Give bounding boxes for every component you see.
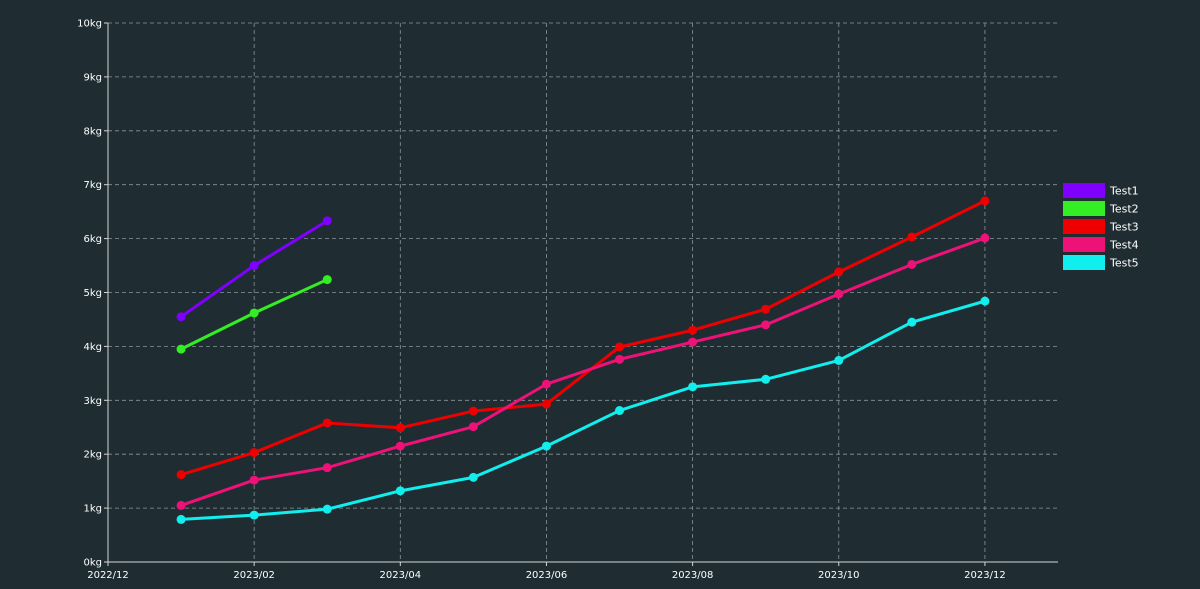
- legend-item[interactable]: Test5: [1063, 255, 1139, 270]
- series-test3: [176, 196, 990, 480]
- data-point[interactable]: [761, 304, 771, 314]
- legend-item[interactable]: Test4: [1063, 237, 1139, 252]
- data-point[interactable]: [834, 355, 844, 365]
- data-point[interactable]: [249, 510, 259, 520]
- y-tick-label: 3kg: [83, 396, 102, 407]
- data-point[interactable]: [980, 296, 990, 306]
- x-tick-label: 2023/02: [233, 570, 275, 581]
- legend-label: Test1: [1109, 185, 1139, 198]
- data-point[interactable]: [541, 379, 551, 389]
- y-tick-label: 8kg: [83, 126, 102, 137]
- x-tick-label: 2023/12: [964, 570, 1006, 581]
- data-point[interactable]: [395, 423, 405, 433]
- data-point[interactable]: [322, 275, 332, 285]
- y-tick-label: 9kg: [83, 72, 102, 83]
- legend-label: Test4: [1109, 239, 1139, 252]
- data-point[interactable]: [834, 289, 844, 299]
- legend-swatch: [1063, 183, 1105, 198]
- series-test4: [176, 233, 990, 510]
- legend-label: Test2: [1109, 203, 1139, 216]
- series-test5: [176, 296, 990, 524]
- data-point[interactable]: [395, 486, 405, 496]
- data-point[interactable]: [688, 382, 698, 392]
- data-point[interactable]: [541, 441, 551, 451]
- y-tick-label: 0kg: [83, 558, 102, 569]
- y-tick-label: 6kg: [83, 234, 102, 245]
- data-point[interactable]: [761, 374, 771, 384]
- y-tick-label: 5kg: [83, 288, 102, 299]
- x-tick-label: 2023/10: [818, 570, 860, 581]
- data-point[interactable]: [688, 337, 698, 347]
- data-point[interactable]: [907, 232, 917, 242]
- series-line: [179, 199, 987, 477]
- legend-swatch: [1063, 255, 1105, 270]
- y-tick-label: 7kg: [83, 180, 102, 191]
- data-point[interactable]: [541, 399, 551, 409]
- x-tick-label: 2023/08: [672, 570, 714, 581]
- data-point[interactable]: [249, 475, 259, 485]
- legend: Test1 Test2 Test3 Test4 Test5: [1063, 183, 1139, 270]
- series-group: [176, 196, 990, 524]
- legend-item[interactable]: Test1: [1063, 183, 1139, 198]
- legend-item[interactable]: Test3: [1063, 219, 1139, 234]
- data-point[interactable]: [615, 354, 625, 364]
- data-point[interactable]: [322, 216, 332, 226]
- x-tick-label: 2023/04: [380, 570, 422, 581]
- grid: [108, 22, 1058, 562]
- y-tick-label: 10kg: [77, 19, 102, 30]
- series-line: [179, 299, 987, 521]
- legend-swatch: [1063, 201, 1105, 216]
- data-point[interactable]: [468, 472, 478, 482]
- x-tick-label: 2023/06: [526, 570, 568, 581]
- data-point[interactable]: [322, 418, 332, 428]
- data-point[interactable]: [176, 344, 186, 354]
- data-point[interactable]: [615, 342, 625, 352]
- data-point[interactable]: [468, 406, 478, 416]
- data-point[interactable]: [322, 504, 332, 514]
- legend-item[interactable]: Test2: [1063, 201, 1139, 216]
- data-point[interactable]: [322, 463, 332, 473]
- data-point[interactable]: [395, 441, 405, 451]
- data-point[interactable]: [468, 422, 478, 432]
- legend-swatch: [1063, 219, 1105, 234]
- data-point[interactable]: [980, 196, 990, 206]
- data-point[interactable]: [249, 261, 259, 271]
- data-point[interactable]: [176, 312, 186, 322]
- data-point[interactable]: [907, 259, 917, 269]
- series-test1: [176, 216, 332, 322]
- series-line: [179, 236, 987, 507]
- legend-swatch: [1063, 237, 1105, 252]
- data-point[interactable]: [176, 514, 186, 524]
- legend-label: Test5: [1109, 257, 1139, 270]
- data-point[interactable]: [176, 470, 186, 480]
- data-point[interactable]: [980, 233, 990, 243]
- data-point[interactable]: [834, 267, 844, 277]
- data-point[interactable]: [761, 320, 771, 330]
- y-tick-label: 1kg: [83, 504, 102, 515]
- data-point[interactable]: [688, 325, 698, 335]
- data-point[interactable]: [249, 308, 259, 318]
- y-tick-label: 2kg: [83, 450, 102, 461]
- y-tick-label: 4kg: [83, 342, 102, 353]
- data-point[interactable]: [615, 406, 625, 416]
- x-tick-label: 2022/12: [87, 570, 129, 581]
- data-point[interactable]: [176, 500, 186, 510]
- data-point[interactable]: [907, 317, 917, 327]
- axes: 0kg 1kg 2kg 3kg 4kg 5kg 6kg 7kg 8kg 9kg 10kg 2022/1…: [77, 19, 1058, 581]
- data-point[interactable]: [249, 448, 259, 458]
- legend-label: Test3: [1109, 221, 1139, 234]
- series-test2: [176, 275, 332, 354]
